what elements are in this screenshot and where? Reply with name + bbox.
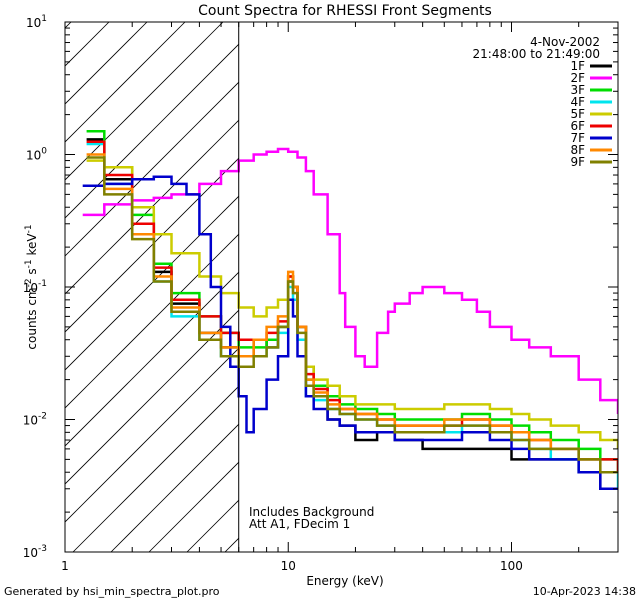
legend-label: 1F	[570, 59, 585, 73]
x-axis-label: Energy (keV)	[306, 574, 383, 588]
hatch-line	[65, 22, 186, 143]
hatch-line	[110, 423, 239, 552]
series-line-4F	[86, 142, 618, 489]
hatch-region	[65, 22, 239, 552]
hatch-line	[65, 347, 239, 523]
legend-label: 6F	[570, 119, 585, 133]
hatch-line	[65, 81, 239, 257]
series-line-9F	[86, 156, 618, 474]
legend-label: 9F	[570, 155, 585, 169]
x-tick-label: 10	[281, 559, 296, 573]
hatch-line	[65, 309, 239, 485]
footer-timestamp: 10-Apr-2023 14:38	[533, 585, 636, 598]
hatch-line	[72, 385, 239, 552]
legend-label: 7F	[570, 131, 585, 145]
annotation-background: Includes Background	[249, 505, 374, 519]
date-label: 4-Nov-2002	[530, 35, 600, 49]
hatch-line	[65, 271, 239, 447]
hatch-line	[65, 22, 110, 67]
series-group	[82, 129, 618, 491]
footer-generator: Generated by hsi_min_spectra_plot.pro	[4, 585, 220, 598]
time-range-label: 21:48:00 to 21:49:00	[473, 47, 600, 61]
x-tick-label: 100	[500, 559, 523, 573]
y-tick-label: 10-3	[23, 544, 47, 560]
hatch-line	[65, 22, 224, 181]
chart-title: Count Spectra for RHESSI Front Segments	[198, 3, 492, 19]
hatch-line	[65, 195, 239, 371]
legend-label: 3F	[570, 83, 585, 97]
hatch-line	[65, 119, 239, 295]
hatch-line	[65, 43, 239, 219]
series-line-1F	[86, 138, 618, 491]
y-tick-label: 10-2	[23, 412, 47, 428]
series-line-5F	[86, 159, 618, 449]
series-line-2F	[82, 147, 618, 414]
series-line-7F	[82, 175, 618, 491]
hatch-line	[148, 461, 239, 552]
y-tick-label: 100	[26, 147, 47, 163]
legend-label: 5F	[570, 107, 585, 121]
x-tick-label: 1	[61, 559, 69, 573]
legend-label: 4F	[570, 95, 585, 109]
hatch-line	[65, 157, 239, 333]
axes: 1 10 100 10-3 10-2 10-1 100 101	[23, 14, 619, 573]
annotation-attenuator: Att A1, FDecim 1	[249, 517, 350, 531]
y-tick-label: 101	[26, 14, 47, 30]
y-axis-label: counts cm-2 s-1 keV-1	[24, 224, 39, 349]
legend-label: 2F	[570, 71, 585, 85]
hatch-line	[65, 233, 239, 409]
y-tick-label: 10-1	[23, 279, 47, 295]
legend-label: 8F	[570, 143, 585, 157]
